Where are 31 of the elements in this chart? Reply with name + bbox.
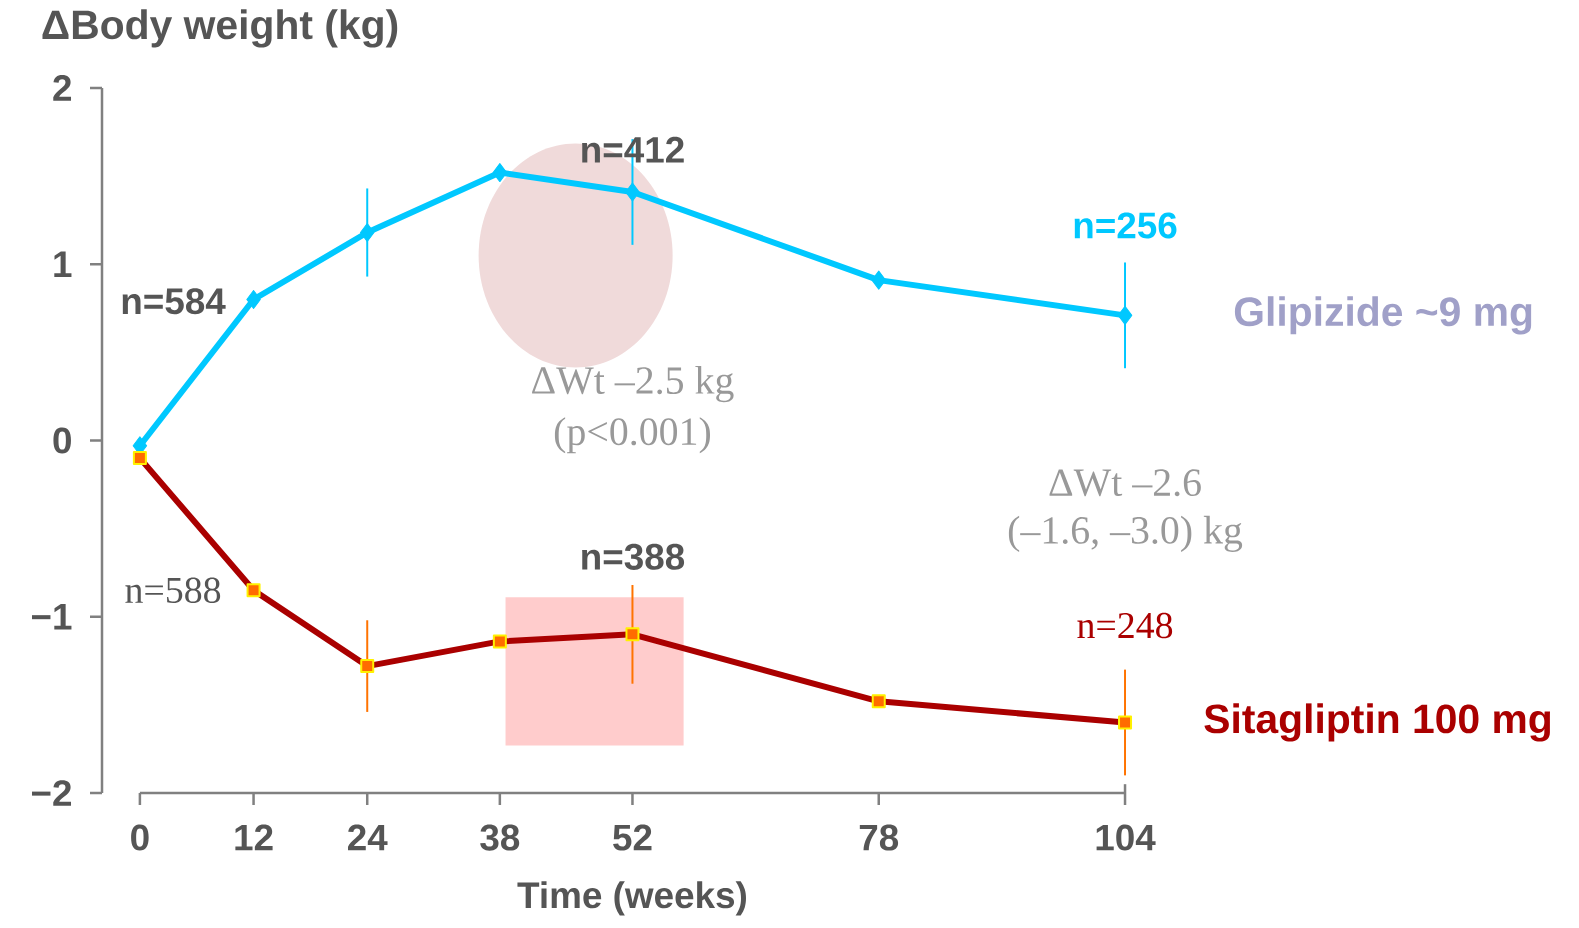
point xyxy=(359,223,375,243)
annotation: n=388 xyxy=(582,543,685,570)
annotation: ΔWt –2.6 xyxy=(1049,469,1201,497)
annotation: (–1.6, –3.0) kg xyxy=(1008,515,1243,553)
y-tick-label: 2 xyxy=(53,75,72,101)
annotation: n=248 xyxy=(1077,612,1173,639)
x-tick-label: 12 xyxy=(235,824,273,851)
point xyxy=(246,289,261,309)
series-label: Sitagliptin 100 mg xyxy=(1204,703,1551,742)
x-tick-label: 52 xyxy=(613,824,652,851)
point xyxy=(871,270,886,290)
x-tick-label: 0 xyxy=(131,824,149,851)
y-tick-label: 1 xyxy=(54,251,72,277)
point xyxy=(625,182,640,202)
annotation: ΔWt –2.5 kg xyxy=(532,365,734,403)
point xyxy=(492,163,508,183)
x-tick-label: 78 xyxy=(859,824,899,851)
point xyxy=(1117,305,1133,325)
text: Glipizide ~9 mg xyxy=(1234,296,1532,335)
x-tick-label: 24 xyxy=(348,824,388,851)
x-tick-label: 104 xyxy=(1096,824,1156,851)
annotation: n=256 xyxy=(1074,212,1177,239)
y-tick-label: −1 xyxy=(31,604,72,630)
annotation: n=584 xyxy=(122,288,226,315)
annotation: (p<0.001) xyxy=(554,417,711,454)
y-axis-title: ΔBody weight (kg) xyxy=(42,9,398,48)
annotation: n=588 xyxy=(125,577,221,604)
x-axis-title: Time (weeks) xyxy=(517,881,746,916)
y-tick-label: −2 xyxy=(31,780,72,806)
y-tick-label: 0 xyxy=(53,427,71,454)
x-tick-label: 38 xyxy=(480,824,520,851)
